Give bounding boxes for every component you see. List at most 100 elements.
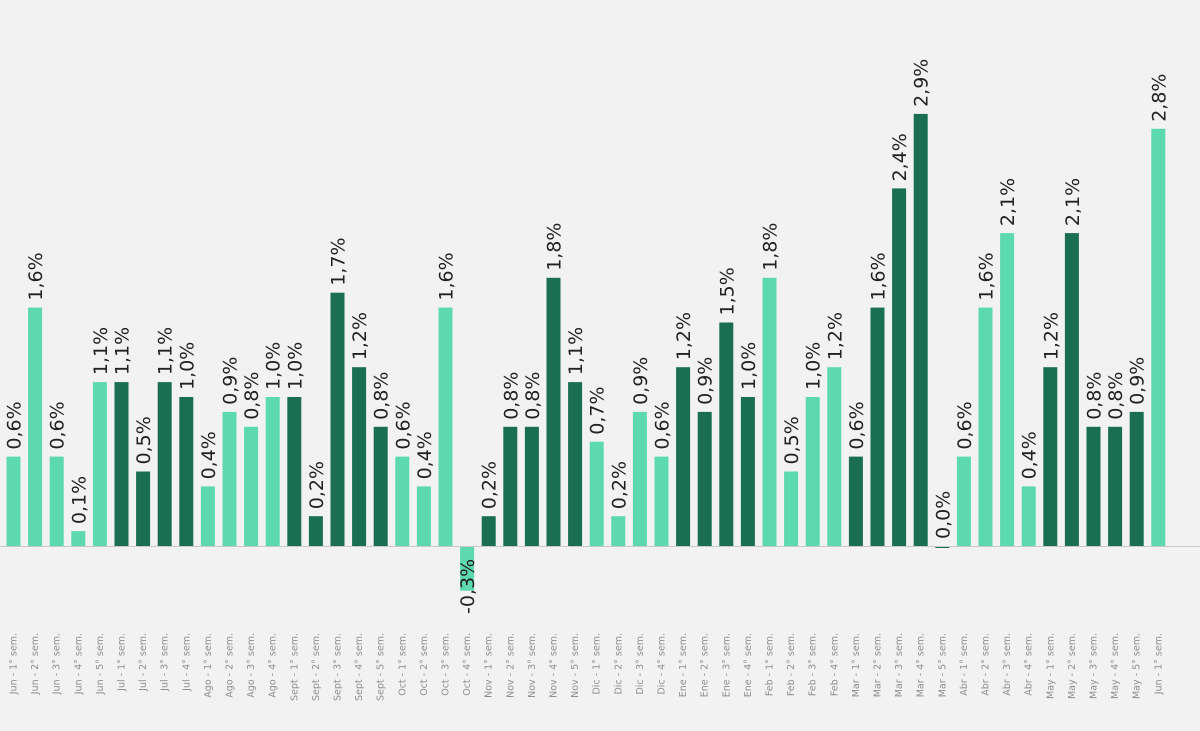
bar: [697, 411, 712, 546]
bar: [632, 411, 647, 546]
bar: [611, 516, 626, 546]
bar: [287, 397, 302, 546]
data-label: 0,9%: [695, 357, 717, 405]
x-tick-label: May - 5° sem.: [1132, 633, 1143, 699]
data-label: 0,1%: [68, 476, 90, 524]
bar: [114, 382, 129, 546]
bar: [978, 307, 993, 546]
x-tick-label: Abr - 4° sem.: [1024, 633, 1035, 696]
x-tick-label: Oct - 3° sem.: [441, 633, 452, 696]
bar: [1086, 426, 1101, 546]
data-label: 1,6%: [436, 252, 458, 300]
bar: [460, 546, 475, 591]
x-tick-label: May - 2° sem.: [1067, 633, 1078, 699]
bar: [481, 516, 496, 546]
x-tick-label: Feb - 4° sem.: [829, 633, 840, 696]
data-label: 1,6%: [868, 252, 890, 300]
x-tick-label: May - 4° sem.: [1110, 633, 1121, 699]
x-tick-label: Dic - 3° sem.: [635, 633, 646, 695]
bar: [524, 426, 539, 546]
data-label: 0,2%: [479, 461, 501, 509]
data-label: 0,8%: [522, 372, 544, 420]
x-tick-label: Abr - 2° sem.: [981, 633, 992, 696]
x-tick-label: Dic - 4° sem.: [657, 633, 668, 695]
data-label: 0,8%: [1105, 372, 1127, 420]
x-tick-label: Ago - 3° sem.: [246, 633, 257, 698]
x-tick-label: Dic - 1° sem.: [592, 633, 603, 695]
data-label: 0,6%: [47, 401, 69, 449]
data-label: 0,7%: [587, 386, 609, 434]
x-tick-label: Abr - 3° sem.: [1002, 633, 1013, 696]
bar: [1043, 367, 1058, 546]
x-tick-label: Jun - 1° sem.: [9, 633, 20, 695]
data-label: -0,3%: [457, 559, 479, 614]
data-label: 1,1%: [155, 327, 177, 375]
bar: [1064, 233, 1079, 546]
bar: [265, 397, 280, 546]
bar: [848, 456, 863, 546]
bar: [1000, 233, 1015, 546]
x-tick-label: Jun - 5° sem.: [95, 633, 106, 695]
x-tick-label: Sept - 5° sem.: [376, 633, 387, 701]
data-label: 1,1%: [112, 327, 134, 375]
x-tick-label: Sept - 3° sem.: [333, 633, 344, 701]
bar: [589, 441, 604, 546]
data-label: 1,6%: [976, 252, 998, 300]
bar: [719, 322, 734, 546]
data-label: 0,9%: [220, 357, 242, 405]
data-label: 0,8%: [500, 372, 522, 420]
data-label: 1,2%: [1040, 312, 1062, 360]
data-label: 0,5%: [781, 416, 803, 464]
x-tick-label: Ene - 2° sem.: [700, 633, 711, 697]
bar: [6, 456, 21, 546]
bar: [1021, 486, 1036, 546]
bar: [49, 456, 64, 546]
x-tick-label: May - 1° sem.: [1045, 633, 1056, 699]
x-tick-label: Jul - 1° sem.: [117, 633, 128, 692]
bar: [892, 188, 907, 546]
x-tick-label: Ago - 1° sem.: [203, 633, 214, 698]
data-label: 0,4%: [1019, 431, 1041, 479]
x-tick-label: Ene - 3° sem.: [721, 633, 732, 697]
bar: [870, 307, 885, 546]
bar: [28, 307, 43, 546]
data-label: 0,8%: [241, 372, 263, 420]
data-label: 1,0%: [263, 342, 285, 390]
bar: [654, 456, 669, 546]
x-tick-label: May - 3° sem.: [1089, 633, 1100, 699]
x-tick-label: Nov - 1° sem.: [484, 633, 495, 698]
x-tick-label: Nov - 4° sem.: [549, 633, 560, 698]
x-tick-label: Mar - 3° sem.: [894, 633, 905, 697]
bar: [1108, 426, 1123, 546]
data-label: 2,9%: [911, 59, 933, 107]
data-label: 2,4%: [889, 133, 911, 181]
bar: [762, 277, 777, 546]
data-label: 0,6%: [4, 401, 26, 449]
x-tick-label: Jul - 3° sem.: [160, 633, 171, 692]
bar: [92, 382, 107, 546]
bar: [395, 456, 410, 546]
bar: [1129, 411, 1144, 546]
x-tick-label: Ene - 1° sem.: [678, 633, 689, 697]
data-label: 1,0%: [284, 342, 306, 390]
bar: [805, 397, 820, 546]
x-tick-label: Jun - 1° sem.: [1153, 633, 1164, 695]
x-tick-label: Oct - 4° sem.: [462, 633, 473, 696]
category-label-group: Jun - 1° sem. Jun - 2° sem. Jun - 3° sem. J…: [9, 633, 1165, 701]
x-tick-label: Jun - 4° sem.: [73, 633, 84, 695]
data-label: 1,0%: [738, 342, 760, 390]
data-label: 1,2%: [349, 312, 371, 360]
x-tick-label: Jun - 3° sem.: [52, 633, 63, 695]
x-tick-label: Nov - 3° sem.: [527, 633, 538, 698]
x-tick-label: Feb - 3° sem.: [808, 633, 819, 696]
data-label: 0,9%: [1127, 357, 1149, 405]
bar: [352, 367, 367, 546]
data-label: 1,2%: [824, 312, 846, 360]
x-tick-label: Nov - 5° sem.: [570, 633, 581, 698]
bar: [157, 382, 172, 546]
data-label: 1,2%: [673, 312, 695, 360]
bar: [373, 426, 388, 546]
x-tick-label: Nov - 2° sem.: [505, 633, 516, 698]
x-tick-label: Ene - 4° sem.: [743, 633, 754, 697]
x-tick-label: Dic - 2° sem.: [613, 633, 624, 695]
